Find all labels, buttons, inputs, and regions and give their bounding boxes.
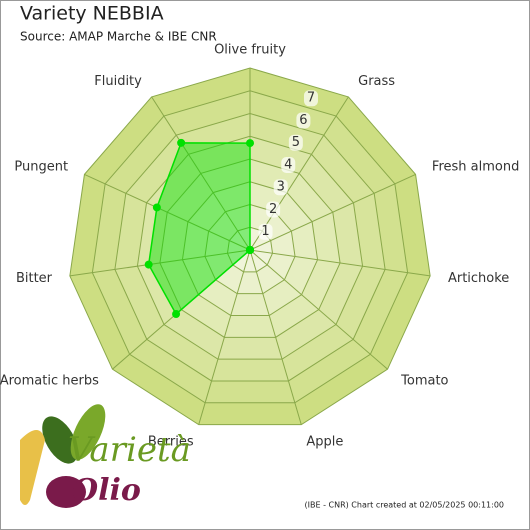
spoke xyxy=(151,96,251,251)
tick-label: 7 xyxy=(307,91,315,106)
tick-label: 5 xyxy=(292,135,300,150)
spoke xyxy=(249,173,416,251)
tick-label-bg xyxy=(266,201,281,218)
data-point xyxy=(172,310,181,319)
tick-label-bg xyxy=(273,179,288,196)
category-label: Aromatic herbs xyxy=(0,373,99,388)
spoke xyxy=(249,249,431,277)
spoke xyxy=(249,249,388,370)
spoke xyxy=(198,249,251,425)
spoke xyxy=(69,249,251,277)
tick-label: 1 xyxy=(261,224,269,239)
leaf xyxy=(70,404,106,460)
olive xyxy=(46,476,86,508)
logo-text: Olio xyxy=(72,473,141,508)
chart-title: Variety NEBBIA xyxy=(20,3,164,25)
category-label: Tomato xyxy=(400,373,448,388)
tick-label-bg xyxy=(258,223,273,240)
data-point xyxy=(246,246,254,254)
footer: (IBE - CNR) Chart created at 02/05/2025 … xyxy=(305,501,505,510)
category-label: Fluidity xyxy=(94,74,142,89)
logo: Varietà Olio xyxy=(20,404,191,508)
category-label: Artichoke xyxy=(448,271,509,286)
data-point xyxy=(144,260,153,269)
data-point xyxy=(152,203,161,212)
tick-label-bg xyxy=(296,112,311,129)
spoke xyxy=(84,173,251,251)
category-label: Berries xyxy=(148,434,194,449)
category-label: Fresh almond xyxy=(432,159,519,174)
category-label: Bitter xyxy=(16,271,53,286)
tick-label: 2 xyxy=(269,202,277,217)
plot: 123 45 67 Olive fruity Grass Fresh almond Arti… xyxy=(0,43,519,450)
data-point xyxy=(177,138,186,147)
tick-label: 6 xyxy=(299,113,307,128)
leaf xyxy=(42,416,78,464)
category-label: Grass xyxy=(358,74,395,89)
tick-label-bg xyxy=(281,156,296,173)
category-label: Pungent xyxy=(14,159,68,174)
tick-label-bg xyxy=(288,134,303,151)
tick-label: 4 xyxy=(284,157,292,172)
data-point xyxy=(246,139,254,148)
spoke xyxy=(249,249,302,425)
category-label: Apple xyxy=(306,434,343,449)
logo-one xyxy=(20,430,45,505)
tick-label-bg xyxy=(303,90,318,107)
category-label: Olive fruity xyxy=(214,43,286,58)
logo-text: Varietà xyxy=(68,430,191,470)
chart-subtitle: Source: AMAP Marche & IBE CNR xyxy=(20,30,217,44)
tick-label: 3 xyxy=(277,180,285,195)
